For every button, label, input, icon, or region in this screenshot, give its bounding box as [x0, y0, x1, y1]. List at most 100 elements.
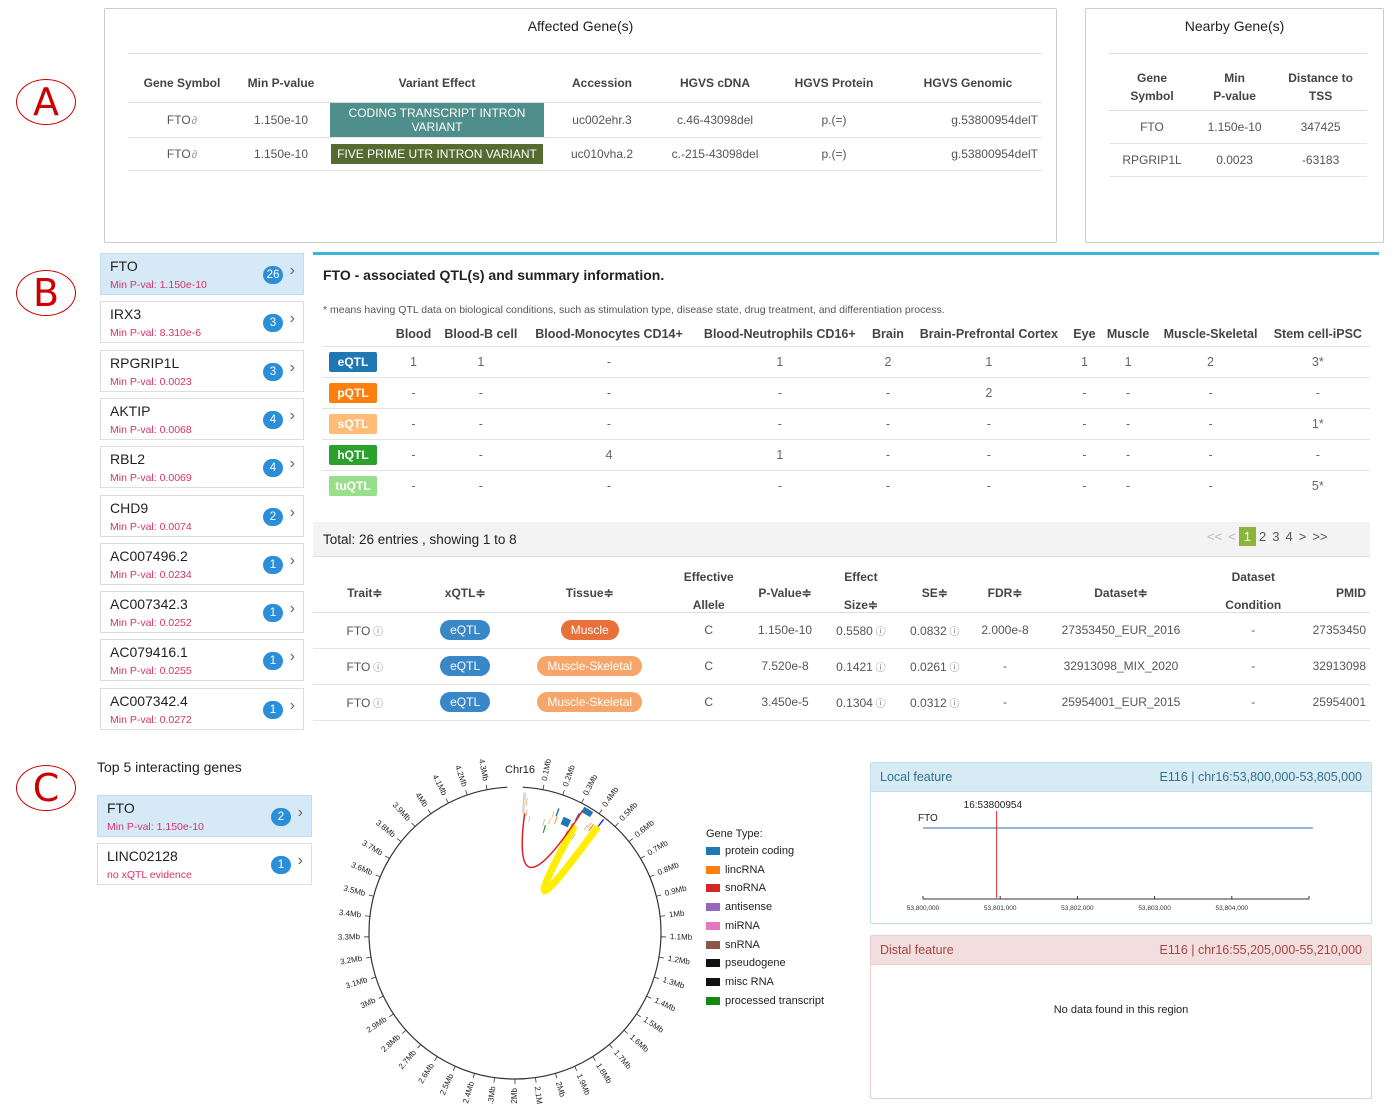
gene-link[interactable]: FTO	[166, 112, 191, 127]
qtl-count-cell[interactable]: -	[885, 385, 891, 400]
gene-list-item[interactable]: AKTIP Min P-val: 0.0068 4 ›	[100, 397, 304, 440]
qtl-count-cell[interactable]: 2	[884, 354, 892, 369]
qtl-count-cell[interactable]: -	[1208, 478, 1213, 493]
link-icon[interactable]: ∂	[191, 148, 198, 161]
tissue-pill[interactable]: Muscle-Skeletal	[537, 656, 643, 676]
qtl-count-cell[interactable]: -	[1208, 447, 1213, 462]
qtl-type-badge[interactable]: hQTL	[329, 444, 377, 465]
page-link[interactable]: >	[1298, 529, 1307, 544]
gene-list-item[interactable]: FTO Min P-val: 1.150e-10 2 ›	[97, 795, 312, 837]
qtl-count-cell[interactable]: -	[1082, 478, 1087, 493]
qtl-count-cell[interactable]: -	[478, 416, 483, 431]
gene-list-item[interactable]: AC007342.4 Min P-val: 0.0272 1 ›	[100, 687, 304, 730]
page-link[interactable]: 1	[1238, 527, 1257, 546]
gene-list-item[interactable]: AC007496.2 Min P-val: 0.0234 1 ›	[100, 542, 304, 585]
page-link[interactable]: <<	[1207, 529, 1223, 544]
link-icon[interactable]: ∂	[191, 114, 198, 127]
qtl-type-badge[interactable]: tuQTL	[329, 475, 377, 496]
col-se[interactable]: SE≑	[921, 585, 948, 600]
info-icon[interactable]: ⓘ	[946, 626, 960, 638]
page-link[interactable]: 2	[1259, 529, 1267, 544]
qtl-count-cell[interactable]: -	[606, 478, 612, 493]
qtl-count-cell[interactable]: -	[1126, 385, 1131, 400]
qtl-count-cell[interactable]: -	[885, 478, 891, 493]
tissue-pill[interactable]: Muscle	[560, 620, 619, 640]
qtl-count-cell[interactable]: -	[986, 447, 991, 462]
qtl-count-cell[interactable]: -	[986, 416, 991, 431]
qtl-count-cell[interactable]: -	[1315, 447, 1320, 462]
qtl-count-cell[interactable]: -	[885, 416, 891, 431]
qtl-count-cell[interactable]: -	[411, 478, 416, 493]
qtl-count-cell[interactable]: 1*	[1311, 416, 1324, 431]
info-icon[interactable]: ⓘ	[946, 662, 960, 674]
gene-list-item[interactable]: IRX3 Min P-val: 8.310e-6 3 ›	[100, 301, 304, 344]
col-xqtl[interactable]: xQTL≑	[444, 585, 486, 600]
gene-list-item[interactable]: AC007342.3 Min P-val: 0.0252 1 ›	[100, 591, 304, 634]
col-tissue[interactable]: Tissue≑	[565, 585, 614, 600]
info-icon[interactable]: ⓘ	[370, 662, 384, 674]
col-effect[interactable]: Effect Size≑	[843, 569, 878, 612]
page-link[interactable]: >>	[1312, 529, 1328, 544]
qtl-count-cell[interactable]: -	[411, 416, 416, 431]
qtl-count-cell[interactable]: -	[777, 478, 782, 493]
qtl-count-cell[interactable]: -	[478, 478, 483, 493]
info-icon[interactable]: ⓘ	[872, 698, 886, 710]
qtl-count-cell[interactable]: -	[478, 447, 483, 462]
qtl-count-cell[interactable]: -	[606, 385, 612, 400]
col-dataset[interactable]: Dataset≑	[1094, 585, 1148, 600]
qtl-count-cell[interactable]: -	[1208, 416, 1213, 431]
qtl-count-cell[interactable]: -	[411, 385, 416, 400]
col-pval[interactable]: P-Value≑	[758, 585, 812, 600]
qtl-count-cell[interactable]: 1	[477, 354, 485, 369]
qtl-count-cell[interactable]: 2	[985, 385, 993, 400]
qtl-count-cell[interactable]: 1	[410, 354, 417, 369]
qtl-count-cell[interactable]: 3*	[1311, 354, 1324, 369]
qtl-type-badge[interactable]: eQTL	[329, 351, 377, 372]
qtl-count-cell[interactable]: 2	[1207, 354, 1214, 369]
qtl-count-cell[interactable]: 1	[1124, 354, 1132, 369]
qtl-count-cell[interactable]: -	[1126, 447, 1131, 462]
tissue-pill[interactable]: Muscle-Skeletal	[537, 692, 643, 712]
qtl-count-cell[interactable]: -	[885, 447, 891, 462]
qtl-count-cell[interactable]: -	[777, 416, 782, 431]
qtl-count-cell[interactable]: -	[1208, 385, 1213, 400]
xqtl-pill[interactable]: eQTL	[440, 620, 491, 640]
page-link[interactable]: <	[1228, 529, 1236, 544]
gene-list-item[interactable]: RPGRIP1L Min P-val: 0.0023 3 ›	[100, 349, 304, 392]
page-link[interactable]: 3	[1272, 529, 1280, 544]
qtl-count-cell[interactable]: -	[1126, 416, 1131, 431]
info-icon[interactable]: ⓘ	[370, 626, 384, 638]
xqtl-pill[interactable]: eQTL	[440, 692, 491, 712]
col-fdr[interactable]: FDR≑	[987, 585, 1023, 600]
qtl-count-cell[interactable]: -	[1082, 416, 1087, 431]
gene-list-item[interactable]: AC079416.1 Min P-val: 0.0255 1 ›	[100, 639, 304, 682]
qtl-count-cell[interactable]: 1	[1080, 354, 1088, 369]
qtl-count-cell[interactable]: 5*	[1311, 478, 1324, 493]
qtl-count-cell[interactable]: -	[1315, 385, 1320, 400]
qtl-type-badge[interactable]: pQTL	[329, 382, 377, 403]
qtl-count-cell[interactable]: -	[777, 385, 782, 400]
qtl-count-cell[interactable]: -	[986, 478, 991, 493]
gene-list-item[interactable]: RBL2 Min P-val: 0.0069 4 ›	[100, 446, 304, 489]
qtl-count-cell[interactable]: 4	[605, 447, 613, 462]
page-link[interactable]: 4	[1285, 529, 1293, 544]
col-trait[interactable]: Trait≑	[347, 585, 383, 600]
qtl-count-cell[interactable]: -	[1082, 385, 1087, 400]
qtl-count-cell[interactable]: -	[1126, 478, 1131, 493]
info-icon[interactable]: ⓘ	[370, 698, 384, 710]
qtl-count-cell[interactable]: -	[606, 354, 612, 369]
qtl-count-cell[interactable]: 1	[985, 354, 993, 369]
info-icon[interactable]: ⓘ	[872, 662, 886, 674]
info-icon[interactable]: ⓘ	[872, 626, 886, 638]
qtl-count-cell[interactable]: -	[606, 416, 612, 431]
qtl-count-cell[interactable]: 1	[776, 354, 784, 369]
qtl-count-cell[interactable]: -	[411, 447, 416, 462]
gene-list-item[interactable]: CHD9 Min P-val: 0.0074 2 ›	[100, 494, 304, 537]
info-icon[interactable]: ⓘ	[946, 698, 960, 710]
gene-list-item[interactable]: FTO Min P-val: 1.150e-10 26 ›	[100, 253, 304, 295]
qtl-count-cell[interactable]: -	[478, 385, 483, 400]
xqtl-pill[interactable]: eQTL	[440, 656, 491, 676]
gene-link[interactable]: FTO	[166, 146, 191, 161]
qtl-type-badge[interactable]: sQTL	[329, 413, 377, 434]
qtl-count-cell[interactable]: 1	[776, 447, 784, 462]
